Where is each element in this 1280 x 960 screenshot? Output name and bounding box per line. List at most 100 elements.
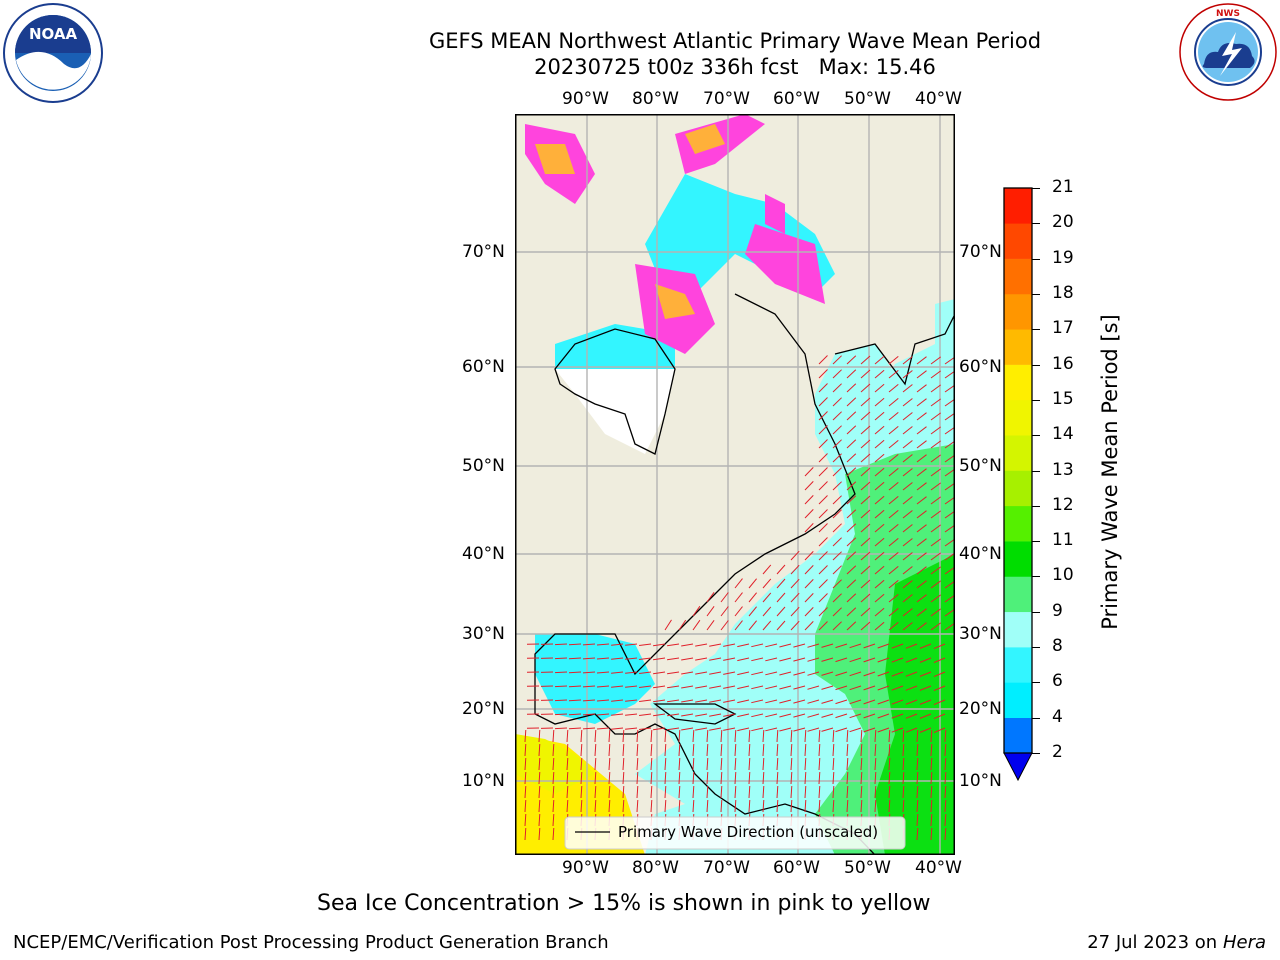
wave-vector bbox=[902, 356, 913, 365]
wave-vector bbox=[835, 643, 848, 649]
wave-vector bbox=[860, 799, 863, 813]
wave-vector bbox=[596, 643, 610, 646]
wave-vector bbox=[905, 713, 918, 719]
wave-vector bbox=[734, 578, 743, 589]
wave-vector bbox=[916, 757, 919, 771]
footer-date-text: 27 Jul 2023 on bbox=[1087, 932, 1223, 953]
wave-vector bbox=[916, 771, 919, 785]
wave-vector bbox=[636, 743, 639, 757]
wave-vector bbox=[832, 439, 842, 449]
wave-vector bbox=[568, 727, 582, 730]
wave-vector bbox=[930, 440, 941, 449]
wave-vector bbox=[888, 398, 899, 407]
wave-vector bbox=[846, 551, 857, 561]
lon-label-top: 80°W bbox=[632, 89, 679, 109]
wave-vector bbox=[888, 729, 891, 743]
wave-vector bbox=[709, 699, 722, 703]
wave-vector bbox=[723, 727, 736, 731]
wave-vector bbox=[860, 621, 871, 631]
wave-vector bbox=[919, 643, 932, 649]
colorbar-tick-label: 19 bbox=[1052, 247, 1074, 268]
wave-vector bbox=[818, 593, 828, 603]
wave-vector bbox=[653, 713, 666, 717]
wave-vector bbox=[692, 605, 701, 617]
wave-vector bbox=[930, 468, 941, 477]
wave-vector bbox=[608, 799, 611, 813]
wave-vector bbox=[916, 510, 927, 519]
lat-label-right: 30°N bbox=[959, 624, 1002, 644]
wave-vector bbox=[524, 799, 527, 813]
wave-vector bbox=[582, 685, 596, 688]
wave-vector bbox=[790, 757, 793, 771]
wave-vector bbox=[818, 579, 828, 589]
wave-vector bbox=[933, 671, 946, 678]
wave-vector bbox=[846, 771, 849, 785]
wave-vector bbox=[776, 620, 786, 631]
wave-vector bbox=[877, 643, 890, 649]
wave-vector bbox=[568, 643, 582, 646]
wave-vector bbox=[524, 785, 527, 799]
lat-label-left: 70°N bbox=[462, 242, 505, 262]
wave-vector bbox=[582, 643, 596, 646]
wave-vector bbox=[916, 412, 927, 421]
wave-vector bbox=[891, 685, 904, 691]
wave-vector bbox=[860, 537, 871, 547]
wave-vector bbox=[888, 524, 899, 533]
wave-vector bbox=[538, 729, 541, 743]
wave-vector bbox=[538, 743, 541, 757]
wave-vector bbox=[552, 729, 555, 743]
wave-vector bbox=[919, 713, 932, 719]
wave-vector bbox=[835, 713, 848, 719]
wave-vector bbox=[821, 699, 834, 704]
wave-vector bbox=[944, 384, 955, 393]
wave-vector bbox=[849, 727, 862, 733]
wave-vector bbox=[664, 743, 667, 757]
wave-vector bbox=[832, 383, 842, 393]
lat-label-right: 10°N bbox=[959, 771, 1002, 791]
wave-vector bbox=[678, 785, 681, 799]
wave-vector bbox=[748, 743, 751, 757]
wave-vector bbox=[877, 657, 890, 663]
wave-vector bbox=[888, 454, 899, 463]
wave-vector bbox=[776, 743, 779, 757]
wave-vector bbox=[832, 607, 842, 617]
wave-vector bbox=[930, 608, 941, 617]
wave-vector bbox=[846, 453, 857, 463]
wave-vector bbox=[944, 356, 955, 365]
wave-vector bbox=[636, 757, 639, 771]
wave-vector bbox=[779, 699, 792, 704]
colorbar-tick-mark bbox=[1032, 293, 1040, 295]
wave-vector bbox=[611, 643, 624, 646]
wave-vector bbox=[818, 481, 828, 491]
wave-vector bbox=[695, 657, 708, 661]
wave-vector bbox=[832, 743, 835, 757]
wave-vector bbox=[874, 439, 885, 449]
wave-vector bbox=[622, 771, 625, 785]
wave-vector bbox=[748, 578, 757, 589]
wave-vector bbox=[930, 552, 941, 561]
wave-vector bbox=[734, 743, 737, 757]
wave-vector bbox=[874, 397, 885, 407]
wave-vector bbox=[916, 370, 927, 379]
legend-box: Primary Wave Direction (unscaled) bbox=[564, 816, 906, 850]
wave-vector bbox=[552, 813, 555, 827]
wave-vector bbox=[594, 729, 597, 743]
wave-vector bbox=[706, 771, 709, 785]
coastlines bbox=[534, 293, 955, 855]
wave-vector bbox=[930, 510, 941, 519]
colorbar-tick-mark bbox=[1032, 435, 1040, 437]
wave-vector bbox=[751, 727, 764, 732]
wave-vector bbox=[793, 643, 806, 648]
colorbar-segment bbox=[1004, 293, 1032, 330]
wave-vector bbox=[790, 578, 800, 589]
wave-vector bbox=[874, 481, 885, 491]
wave-vector bbox=[888, 510, 899, 519]
wave-vector bbox=[919, 699, 932, 705]
colorbar-segment bbox=[1004, 435, 1032, 471]
wave-vector bbox=[765, 657, 778, 662]
wave-vector bbox=[723, 643, 736, 647]
wave-vector bbox=[902, 384, 913, 393]
wave-vector bbox=[902, 552, 913, 561]
wave-vector bbox=[835, 657, 848, 663]
wave-vector bbox=[902, 771, 905, 785]
